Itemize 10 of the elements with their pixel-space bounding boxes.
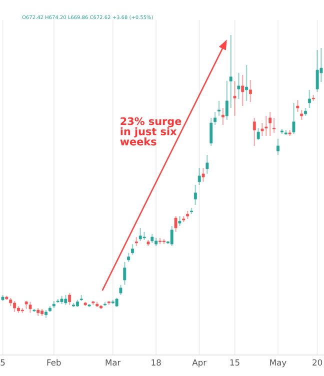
x-tick-label: 15 [230, 359, 240, 366]
x-tick-label: Apr [192, 359, 207, 368]
x-tick-label: May [270, 359, 286, 368]
x-tick-label: 20 [312, 359, 322, 366]
x-tick-label: 18 [152, 359, 161, 366]
annotation: 23% surge in just six weeks [120, 117, 182, 146]
x-tick-label: 5 [0, 359, 5, 366]
x-tick-label: Mar [106, 359, 121, 366]
candlestick [142, 231, 146, 240]
x-tick-label: Feb [47, 359, 61, 366]
